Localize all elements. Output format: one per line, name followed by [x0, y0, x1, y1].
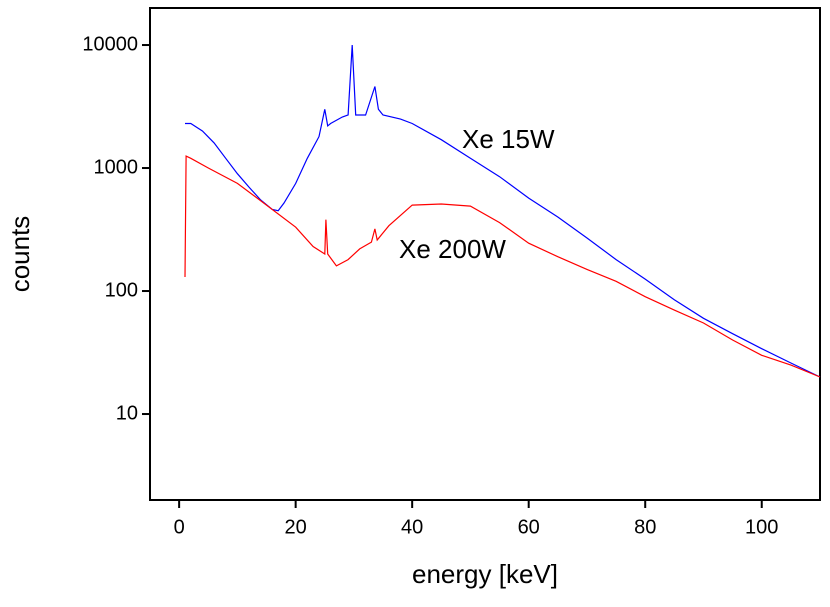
- y-tick-label: 100: [105, 279, 138, 301]
- x-axis-label: energy [keV]: [412, 559, 558, 589]
- x-tick-label: 100: [745, 516, 778, 538]
- series-annotation: Xe 200W: [399, 234, 506, 264]
- x-tick-label: 0: [174, 516, 185, 538]
- data-line: [185, 44, 821, 378]
- y-axis-label: counts: [5, 216, 35, 293]
- x-tick-label: 80: [634, 516, 656, 538]
- y-tick-label: 10000: [82, 33, 138, 55]
- plot-frame: [149, 7, 821, 501]
- x-tick-label: 20: [285, 516, 307, 538]
- series-annotation: Xe 15W: [462, 124, 555, 154]
- y-tick-label: 10: [116, 402, 138, 424]
- x-tick-label: 40: [401, 516, 423, 538]
- y-tick-label: 1000: [94, 156, 139, 178]
- x-tick-label: 60: [518, 516, 540, 538]
- data-line: [184, 155, 821, 378]
